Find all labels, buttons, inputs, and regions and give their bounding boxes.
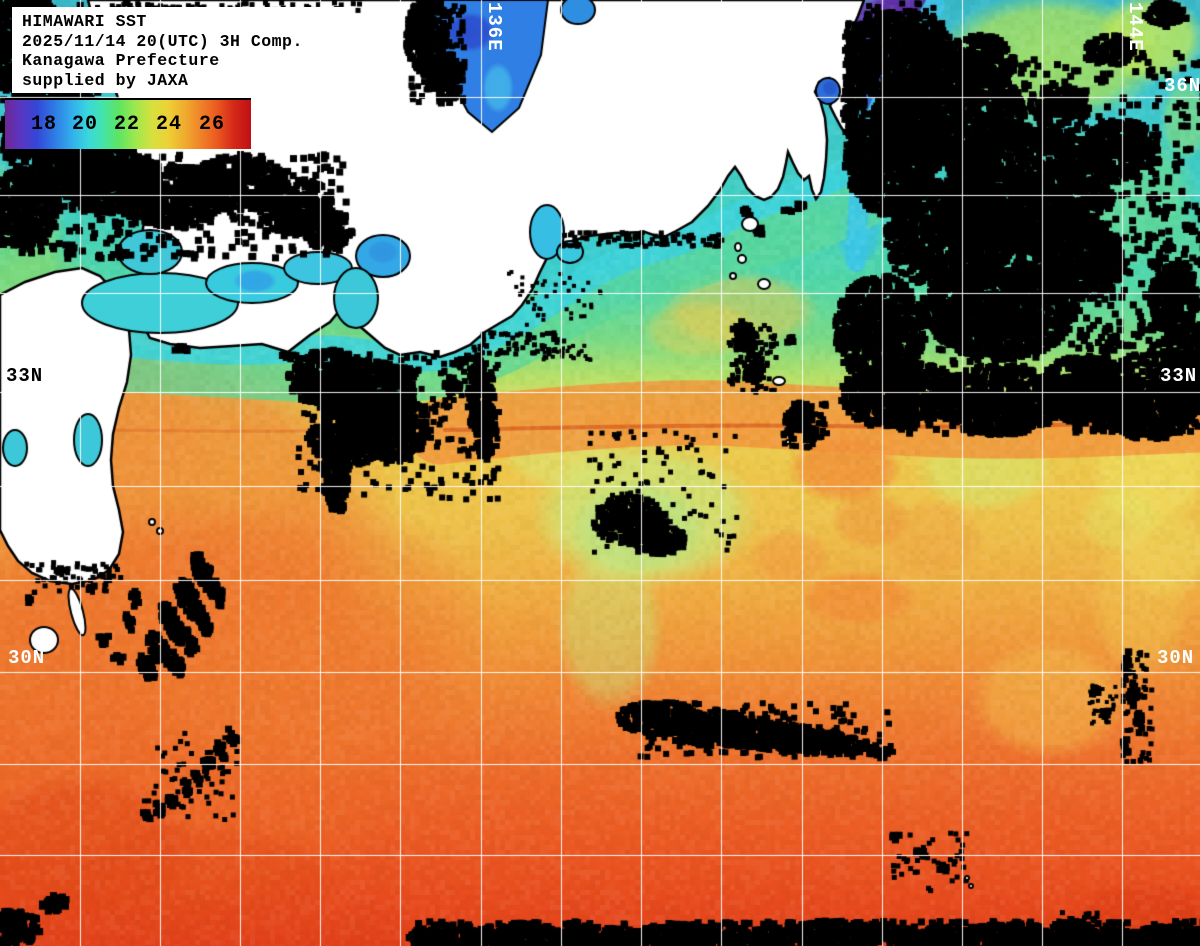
longitude-label-144e: 144E bbox=[1124, 2, 1146, 52]
colorbar-tick: 24 bbox=[155, 113, 183, 136]
longitude-label-136e: 136E bbox=[483, 2, 505, 52]
latitude-label-33n-right: 33N bbox=[1160, 365, 1198, 387]
title-box: HIMAWARI SST 2025/11/14 20(UTC) 3H Comp.… bbox=[12, 7, 354, 93]
latitude-label-36n-right: 36N bbox=[1164, 75, 1200, 97]
provider-line: Kanagawa Prefecture bbox=[22, 51, 220, 70]
colorbar-gradient bbox=[5, 100, 251, 149]
source-line: supplied by JAXA bbox=[22, 70, 189, 90]
timestamp-line: 2025/11/14 20(UTC) 3H Comp. bbox=[22, 31, 303, 51]
latitude-label-30n-left: 30N bbox=[8, 647, 46, 669]
colorbar-tick: 22 bbox=[113, 113, 141, 136]
colorbar-tick: 26 bbox=[198, 113, 226, 136]
latitude-label-30n-right: 30N bbox=[1157, 647, 1195, 669]
colorbar-tick: 18 bbox=[30, 113, 58, 136]
temperature-colorbar: 18 20 22 24 26 bbox=[5, 98, 251, 149]
colorbar-tick: 20 bbox=[71, 113, 99, 136]
product-title: HIMAWARI SST bbox=[22, 12, 147, 31]
latitude-label-33n-left: 33N bbox=[6, 365, 44, 387]
